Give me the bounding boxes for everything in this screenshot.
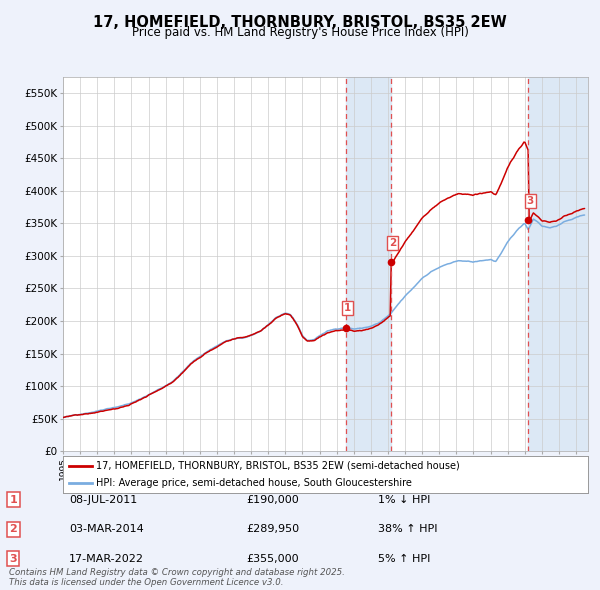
Text: £190,000: £190,000 (246, 495, 299, 504)
Text: £289,950: £289,950 (246, 525, 299, 534)
Text: 03-MAR-2014: 03-MAR-2014 (69, 525, 144, 534)
Text: 1: 1 (344, 303, 351, 313)
Text: 1: 1 (10, 495, 17, 504)
Text: HPI: Average price, semi-detached house, South Gloucestershire: HPI: Average price, semi-detached house,… (95, 478, 412, 488)
Bar (529, 77, 588, 451)
Text: 17, HOMEFIELD, THORNBURY, BRISTOL, BS35 2EW (semi-detached house): 17, HOMEFIELD, THORNBURY, BRISTOL, BS35 … (95, 461, 460, 471)
Text: 17, HOMEFIELD, THORNBURY, BRISTOL, BS35 2EW: 17, HOMEFIELD, THORNBURY, BRISTOL, BS35 … (93, 15, 507, 30)
Text: 08-JUL-2011: 08-JUL-2011 (69, 495, 137, 504)
Bar (346, 77, 391, 451)
Text: 1% ↓ HPI: 1% ↓ HPI (378, 495, 430, 504)
Text: 3: 3 (526, 196, 533, 206)
Text: 38% ↑ HPI: 38% ↑ HPI (378, 525, 437, 534)
Text: 17-MAR-2022: 17-MAR-2022 (69, 554, 144, 563)
Text: 2: 2 (389, 238, 396, 248)
Text: Contains HM Land Registry data © Crown copyright and database right 2025.
This d: Contains HM Land Registry data © Crown c… (9, 568, 345, 587)
Text: Price paid vs. HM Land Registry's House Price Index (HPI): Price paid vs. HM Land Registry's House … (131, 26, 469, 39)
Text: £355,000: £355,000 (246, 554, 299, 563)
Text: 3: 3 (10, 554, 17, 563)
Text: 2: 2 (10, 525, 17, 534)
Text: 5% ↑ HPI: 5% ↑ HPI (378, 554, 430, 563)
